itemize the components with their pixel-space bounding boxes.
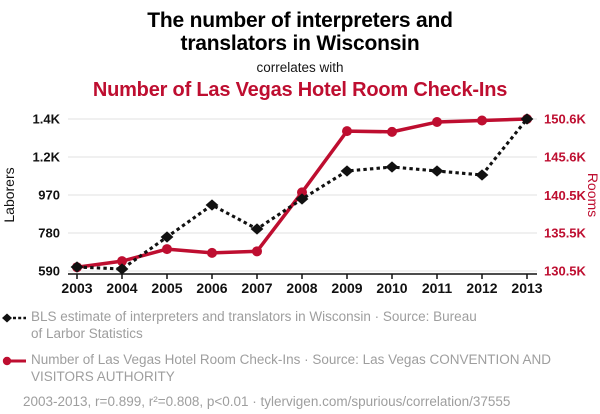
data-point-circle	[387, 126, 397, 137]
right-axis-title: Rooms	[585, 173, 600, 217]
x-tick-label: 2006	[196, 280, 227, 296]
correlates-with-label: correlates with	[256, 60, 344, 75]
data-point-diamond	[430, 165, 444, 177]
legend-text-interpreters: BLS estimate of interpreters and transla…	[31, 308, 477, 342]
data-point-circle	[432, 117, 442, 128]
plot: 2003 2004 2005 2006 2007 2008 2009 2010 2011 2012…	[1, 112, 600, 297]
y-tick-label-right: 135.5K	[544, 226, 587, 241]
chart-area: 2003 2004 2005 2006 2007 2008 2009 2010 2011 2012…	[0, 103, 600, 299]
stats-and-source-link: 2003-2013, r=0.899, r²=0.808, p<0.01 · t…	[23, 394, 511, 409]
data-point-diamond	[160, 231, 174, 243]
x-tick-label: 2004	[106, 280, 137, 296]
data-point-diamond	[205, 199, 219, 211]
x-tick-label: 2010	[376, 280, 407, 296]
data-point-diamond	[250, 223, 264, 235]
data-point-circle	[342, 126, 352, 137]
title-line-1: The number of interpreters and	[147, 9, 453, 32]
y-tick-label-right: 145.6K	[544, 149, 587, 164]
data-point-circle	[477, 115, 487, 126]
y-tick-label-left: 590	[38, 264, 60, 279]
data-point-circle	[207, 247, 217, 258]
x-tick-label: 2011	[422, 280, 453, 296]
y-tick-label-left: 1.2K	[33, 150, 61, 165]
y-tick-label-left: 970	[38, 188, 60, 203]
y-tick-label-right: 140.5K	[544, 188, 587, 203]
legend-item-checkins: Number of Las Vegas Hotel Room Check-Ins…	[2, 351, 600, 385]
data-point-diamond	[295, 193, 309, 205]
x-tick-label: 2008	[286, 280, 317, 296]
data-point-circle	[117, 256, 127, 267]
secondary-title: Number of Las Vegas Hotel Room Check-Ins	[92, 79, 508, 101]
data-point-diamond	[385, 161, 399, 173]
y-tick-label-right: 150.6K	[544, 112, 587, 127]
data-point-circle	[297, 187, 307, 198]
data-point-diamond	[115, 263, 129, 275]
x-tick-label: 2009	[331, 280, 362, 296]
y-tick-label-left: 1.4K	[33, 112, 61, 127]
x-tick-label: 2013	[511, 280, 542, 296]
legend-text-line: BLS estimate of interpreters and transla…	[31, 309, 477, 324]
x-tick-label: 2007	[241, 280, 272, 296]
y-tick-label-left: 780	[38, 226, 60, 241]
legend-text-line: Number of Las Vegas Hotel Room Check-Ins…	[31, 352, 551, 367]
data-point-diamond	[475, 169, 489, 181]
legend-item-interpreters: BLS estimate of interpreters and transla…	[2, 308, 600, 342]
legend: BLS estimate of interpreters and transla…	[2, 308, 600, 385]
legend-text-checkins: Number of Las Vegas Hotel Room Check-Ins…	[31, 351, 551, 385]
x-tick-label: 2005	[151, 280, 182, 296]
legend-text-line: of Larbor Statistics	[31, 326, 143, 341]
page-title: The number of interpreters and translato…	[0, 9, 600, 55]
x-tick-label: 2012	[466, 280, 497, 296]
left-axis-title: Laborers	[1, 167, 17, 222]
title-line-2: translators in Wisconsin	[180, 32, 420, 55]
y-tick-label-right: 130.5K	[544, 264, 587, 279]
data-point-diamond	[70, 261, 84, 273]
x-tick-label: 2003	[61, 280, 92, 296]
black-diamond-dashed-line-icon	[2, 308, 26, 328]
data-point-circle	[252, 246, 262, 257]
legend-text-line: VISITORS AUTHORITY	[31, 369, 175, 384]
red-circle-solid-line-icon	[2, 351, 26, 371]
data-point-circle	[162, 244, 172, 255]
data-point-diamond	[340, 165, 354, 177]
